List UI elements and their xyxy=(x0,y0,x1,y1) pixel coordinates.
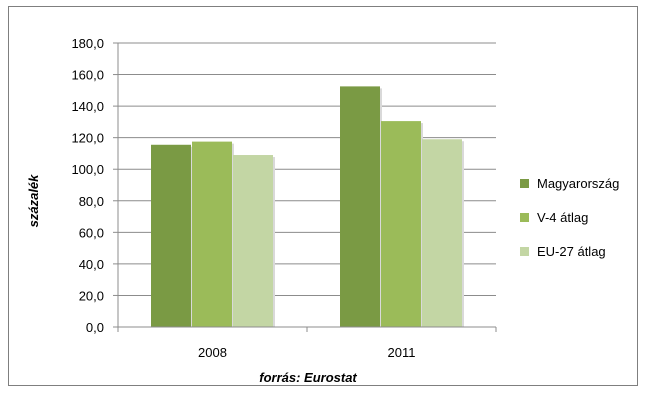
y-tick-label: 100,0 xyxy=(71,162,104,177)
y-tick-labels: 0,0 20,0 40,0 60,0 80,0 100,0 120,0 140,0 160,0 1… xyxy=(71,36,104,335)
axes xyxy=(117,43,497,332)
bars xyxy=(151,86,464,327)
legend-swatch xyxy=(520,247,529,256)
legend-entry: EU-27 átlag xyxy=(537,244,606,259)
bar xyxy=(340,86,380,327)
y-tick-label: 160,0 xyxy=(71,68,104,83)
chart-frame xyxy=(8,6,638,386)
y-tick-label: 40,0 xyxy=(79,257,104,272)
legend: Magyarország V-4 átlag EU-27 átlag xyxy=(520,176,619,259)
y-tick-label: 0,0 xyxy=(86,320,104,335)
y-tick-label: 140,0 xyxy=(71,99,104,114)
y-tick-label: 60,0 xyxy=(79,225,104,240)
legend-swatch xyxy=(520,179,529,188)
y-axis-label: százalék xyxy=(26,174,41,228)
bar xyxy=(233,155,273,327)
bar xyxy=(422,139,462,327)
y-tick-label: 20,0 xyxy=(79,288,104,303)
legend-entry: Magyarország xyxy=(537,176,619,191)
y-tick-label: 180,0 xyxy=(71,36,104,51)
bar xyxy=(192,141,232,327)
x-tick-label: 2011 xyxy=(388,345,416,360)
y-tick-label: 120,0 xyxy=(71,131,104,146)
x-axis-label: forrás: Eurostat xyxy=(259,370,357,385)
bar xyxy=(151,144,191,327)
y-tick-label: 80,0 xyxy=(79,194,104,209)
legend-swatch xyxy=(520,213,529,222)
x-tick-label: 2008 xyxy=(198,345,227,360)
legend-entry: V-4 átlag xyxy=(537,210,588,225)
bar xyxy=(381,121,421,327)
x-tick-labels: 2008 2011 xyxy=(198,345,415,360)
